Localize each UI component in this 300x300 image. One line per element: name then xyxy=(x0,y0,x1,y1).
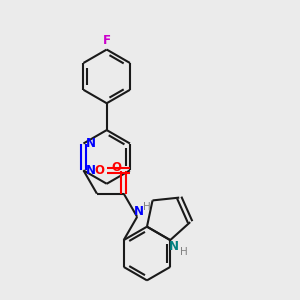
Text: N: N xyxy=(86,137,96,150)
Text: O: O xyxy=(111,161,121,174)
Text: F: F xyxy=(103,34,111,47)
Text: O: O xyxy=(94,164,104,177)
Text: N: N xyxy=(169,240,179,253)
Text: H: H xyxy=(143,202,151,212)
Text: H: H xyxy=(180,247,188,257)
Text: N: N xyxy=(86,164,96,177)
Text: N: N xyxy=(134,205,143,218)
